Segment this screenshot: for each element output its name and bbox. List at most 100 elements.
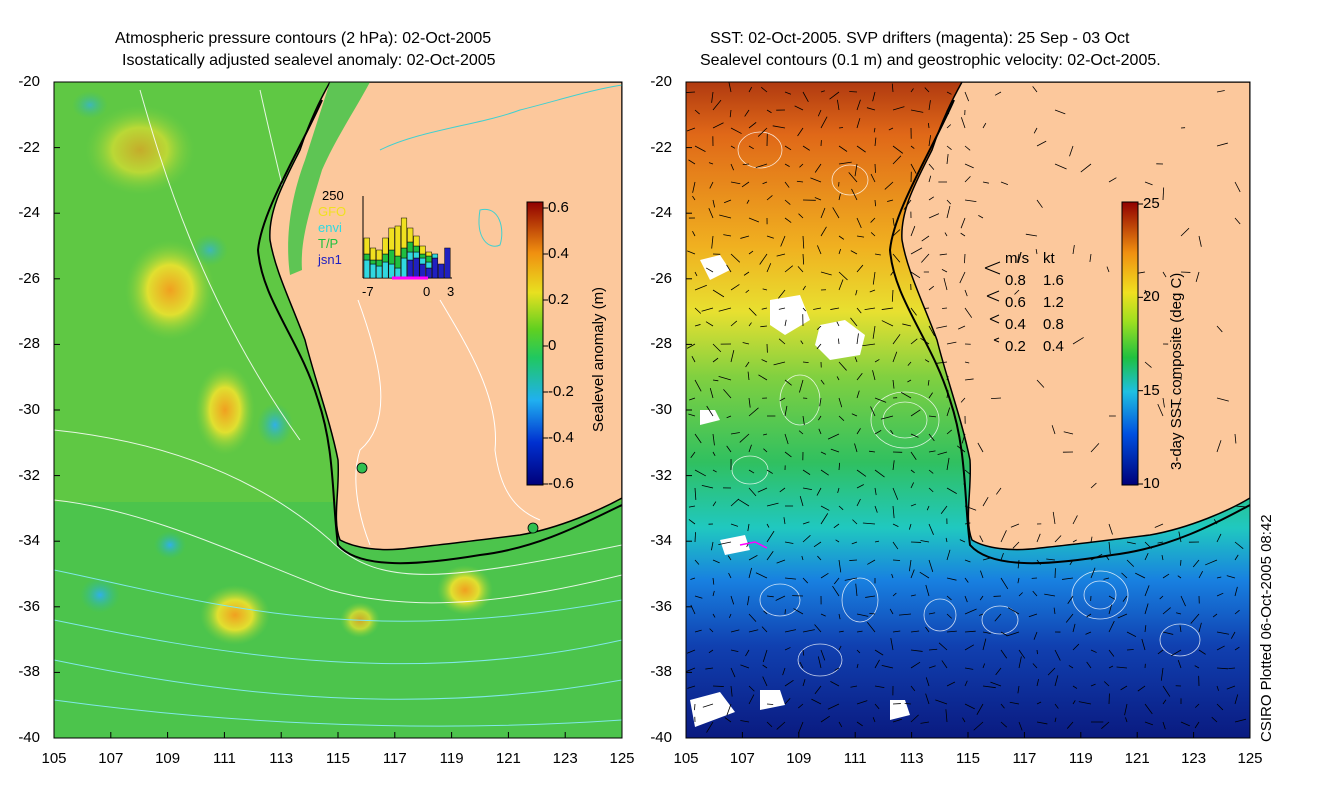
velocity-arrow bbox=[910, 714, 919, 723]
velocity-arrow bbox=[766, 523, 770, 528]
velocity-arrow bbox=[688, 413, 696, 417]
velocity-arrow bbox=[900, 392, 912, 399]
velocity-arrow bbox=[757, 127, 768, 137]
velocity-arrow bbox=[784, 145, 792, 151]
velocity-arrow bbox=[784, 163, 790, 167]
velocity-arrow bbox=[837, 99, 840, 111]
velocity-arrow bbox=[820, 116, 828, 129]
velocity-arrow bbox=[814, 685, 822, 695]
velocity-arrow bbox=[964, 667, 974, 670]
velocity-arrow bbox=[745, 361, 750, 368]
inset-bar-segment bbox=[369, 247, 377, 261]
velocity-arrow bbox=[1228, 667, 1236, 670]
velocity-arrow bbox=[856, 99, 861, 111]
velocity-arrow bbox=[1120, 685, 1128, 691]
velocity-arrow bbox=[910, 594, 916, 597]
right-map-x-tick-label: 119 bbox=[1068, 750, 1093, 767]
velocity-arrow bbox=[1216, 397, 1229, 402]
velocity-arrow bbox=[802, 285, 806, 291]
velocity-arrow bbox=[730, 145, 736, 149]
velocity-arrow bbox=[1157, 649, 1164, 655]
velocity-arrow bbox=[1090, 567, 1096, 579]
velocity-arrow bbox=[964, 522, 971, 525]
velocity-arrow bbox=[1036, 678, 1039, 687]
velocity-arrow bbox=[862, 343, 876, 347]
velocity-arrow bbox=[961, 433, 966, 444]
velocity-arrow bbox=[730, 163, 734, 171]
velocity-arrow bbox=[1216, 90, 1225, 93]
velocity-arrow bbox=[802, 307, 807, 312]
velocity-arrow bbox=[1198, 649, 1206, 655]
velocity-arrow bbox=[810, 177, 822, 183]
velocity-arrow bbox=[1017, 253, 1020, 263]
velocity-arrow bbox=[856, 649, 861, 654]
velocity-arrow bbox=[964, 176, 971, 183]
velocity-arrow bbox=[1162, 721, 1166, 730]
velocity-arrow bbox=[892, 487, 899, 500]
velocity-arrow bbox=[728, 82, 732, 93]
velocity-arrow bbox=[1072, 337, 1084, 345]
velocity-arrow bbox=[738, 498, 750, 507]
left-map-y-tick-label: -28 bbox=[18, 335, 40, 353]
velocity-arrow bbox=[892, 253, 901, 263]
velocity-arrow bbox=[783, 517, 786, 525]
velocity-arrow bbox=[776, 559, 786, 564]
velocity-arrow bbox=[1010, 523, 1020, 528]
velocity-arrow bbox=[1216, 576, 1222, 579]
inset-bar-segment bbox=[407, 227, 414, 243]
velocity-arrow bbox=[946, 109, 950, 115]
velocity-arrow bbox=[1080, 163, 1092, 173]
velocity-arrow bbox=[964, 703, 975, 710]
velocity-arrow bbox=[712, 469, 717, 473]
velocity-arrow bbox=[856, 373, 863, 381]
velocity-arrow bbox=[1103, 681, 1110, 687]
inset-bar-segment bbox=[363, 237, 370, 255]
velocity-arrow bbox=[748, 555, 758, 561]
velocity-arrow bbox=[946, 429, 952, 435]
velocity-arrow bbox=[872, 271, 876, 285]
velocity-arrow bbox=[902, 323, 912, 327]
velocity-arrow bbox=[817, 245, 822, 255]
sst-colorbar-tick-label: 15 bbox=[1143, 381, 1160, 399]
velocity-arrow bbox=[964, 253, 966, 264]
velocity-arrow bbox=[748, 629, 759, 633]
velocity-arrow bbox=[874, 163, 876, 173]
sst-colorbar-tick-label: 10 bbox=[1143, 475, 1160, 492]
velocity-arrow bbox=[1000, 631, 1008, 636]
velocity-arrow bbox=[1090, 482, 1097, 489]
velocity-arrow bbox=[964, 608, 977, 615]
velocity-arrow bbox=[881, 320, 894, 327]
velocity-arrow bbox=[782, 667, 786, 676]
velocity-arrow bbox=[712, 559, 720, 564]
velocity-arrow bbox=[816, 343, 822, 350]
velocity-arrow bbox=[1046, 558, 1056, 561]
inset-bar-segment bbox=[431, 253, 439, 259]
velocity-arrow bbox=[757, 487, 768, 493]
inset-legend-gfo: GFO bbox=[318, 204, 347, 219]
velocity-arrow bbox=[928, 469, 934, 474]
velocity-arrow bbox=[964, 680, 968, 687]
velocity-legend-ms: 0.2 bbox=[1005, 338, 1026, 355]
inset-bar-segment bbox=[388, 263, 395, 279]
velocity-arrow bbox=[726, 264, 732, 273]
velocity-arrow bbox=[745, 649, 750, 657]
velocity-arrow bbox=[851, 413, 858, 417]
velocity-arrow bbox=[1089, 253, 1092, 262]
velocity-arrow bbox=[844, 577, 858, 581]
velocity-arrow bbox=[762, 433, 768, 436]
velocity-arrow bbox=[1179, 625, 1182, 633]
velocity-arrow bbox=[856, 630, 863, 633]
velocity-arrow bbox=[1108, 649, 1115, 657]
velocity-arrow bbox=[784, 698, 791, 705]
velocity-arrow bbox=[838, 559, 842, 573]
velocity-arrow bbox=[1069, 559, 1074, 566]
velocity-arrow bbox=[946, 549, 951, 561]
velocity-arrow bbox=[856, 235, 865, 238]
inset-xtick-mid: 0 bbox=[423, 284, 431, 299]
velocity-arrow bbox=[694, 433, 702, 444]
velocity-arrow bbox=[760, 325, 768, 328]
velocity-arrow bbox=[892, 460, 895, 471]
velocity-arrow bbox=[1018, 656, 1022, 669]
velocity-arrow bbox=[718, 307, 732, 312]
velocity-arrow bbox=[1068, 665, 1074, 669]
